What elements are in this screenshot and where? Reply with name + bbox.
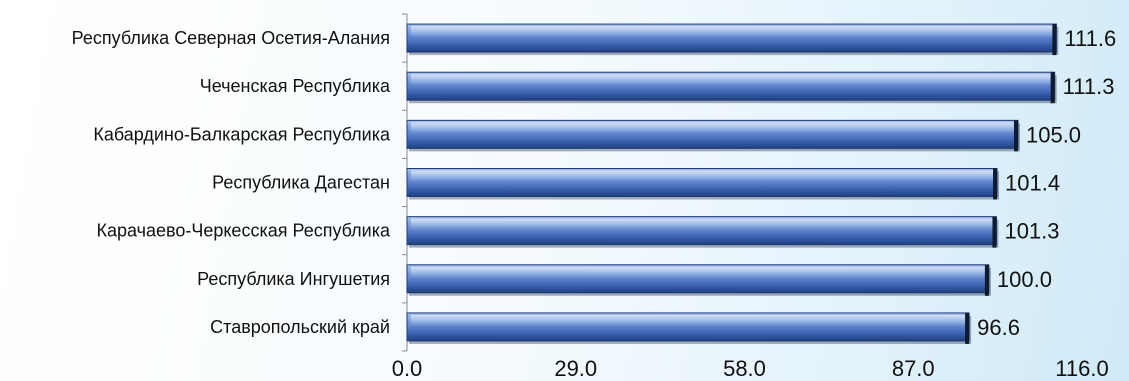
- value-label: 101.4: [1005, 171, 1060, 196]
- bar-highlight: [411, 26, 1053, 38]
- bar-end-cap: [992, 216, 997, 248]
- bar-highlight: [411, 218, 993, 230]
- bar-end-cap: [1050, 72, 1055, 104]
- bar-end-cap: [993, 168, 998, 200]
- x-tick-label: 29.0: [554, 356, 597, 381]
- x-tick-label: 116.0: [1055, 356, 1108, 381]
- category-label: Чеченская Республика: [200, 76, 391, 96]
- value-label: 96.6: [977, 315, 1020, 340]
- bar-highlight: [411, 314, 966, 327]
- x-tick-label: 87.0: [892, 356, 935, 381]
- value-label: 100.0: [997, 267, 1052, 292]
- bar-end-cap: [1052, 24, 1057, 56]
- bar-end-cap: [1013, 120, 1018, 152]
- value-label: 101.3: [1004, 219, 1059, 244]
- category-label: Карачаево-Черкесская Республика: [96, 221, 391, 241]
- category-label: Республика Ингушетия: [197, 269, 390, 289]
- value-label: 111.3: [1063, 74, 1115, 99]
- bar-highlight: [411, 74, 1051, 86]
- bar-highlight: [411, 266, 985, 278]
- bar-end-cap: [984, 264, 989, 296]
- x-tick-label: 0.0: [392, 356, 423, 381]
- bar-highlight: [411, 122, 1014, 134]
- value-label: 105.0: [1026, 122, 1081, 147]
- value-label: 111.6: [1064, 26, 1116, 51]
- category-label: Ставропольский край: [210, 317, 390, 337]
- category-label: Кабардино-Балкарская Республика: [93, 124, 391, 144]
- category-label: Республика Северная Осетия-Алания: [72, 28, 390, 48]
- bar-highlight: [411, 170, 994, 182]
- category-label: Республика Дагестан: [212, 173, 390, 193]
- bar-end-cap: [965, 312, 970, 344]
- x-tick-label: 58.0: [723, 356, 766, 381]
- plot-area: Республика Северная Осетия-Алания 111.6 Че…: [72, 13, 1116, 381]
